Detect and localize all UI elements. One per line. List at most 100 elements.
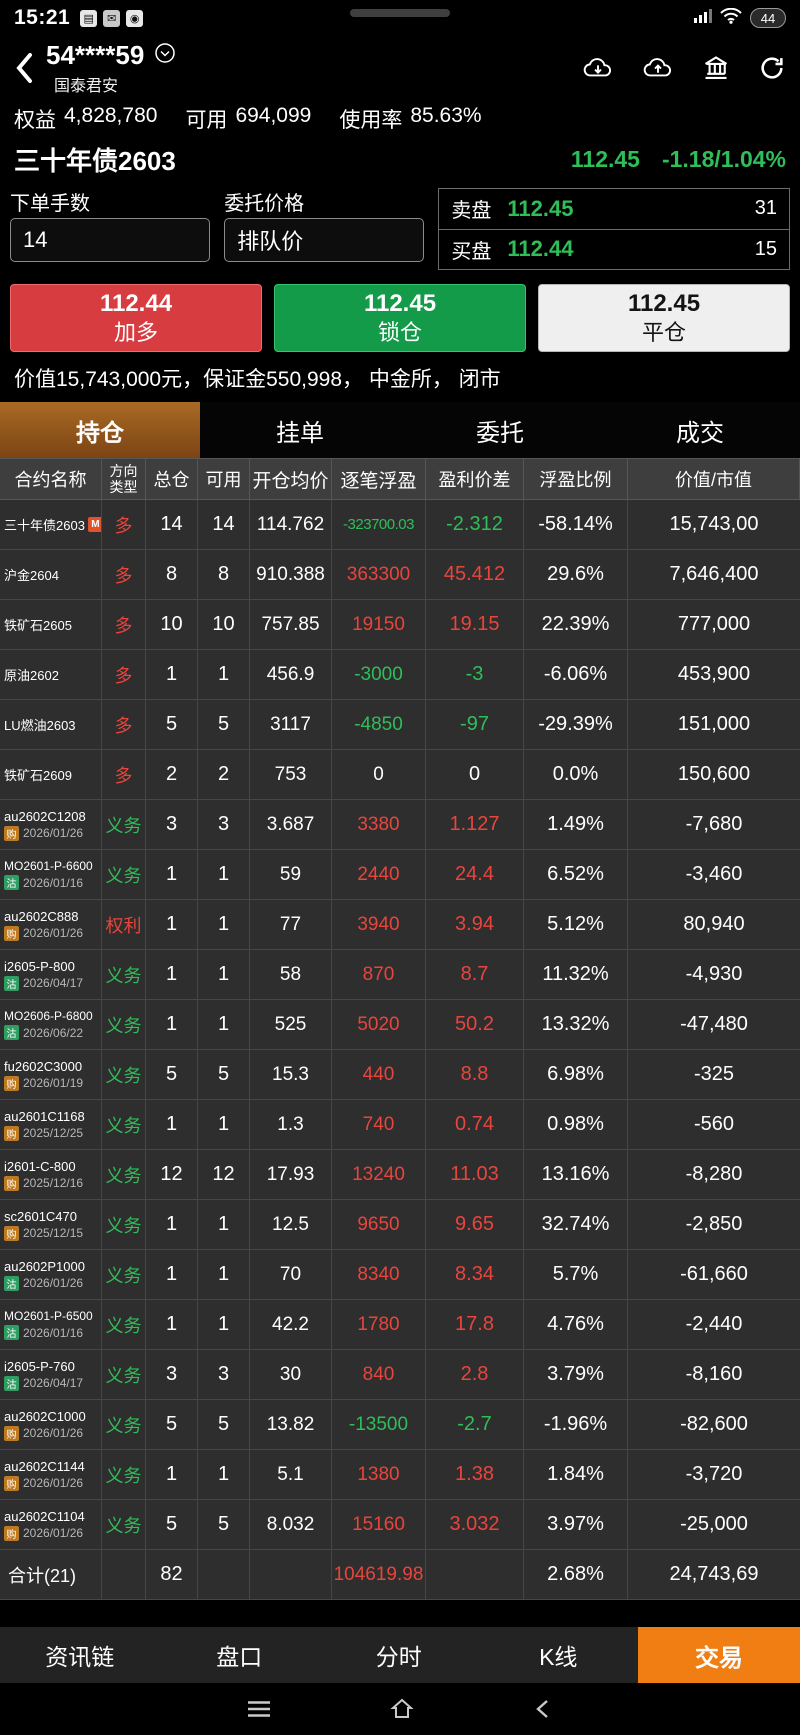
position-row[interactable]: i2601-C-800 购 2025/12/16 义务 12 12 17.93 13240 11… xyxy=(0,1150,800,1200)
market-value: -325 xyxy=(693,1063,735,1085)
available-position: 1 xyxy=(198,1450,250,1499)
direction-type: 多 xyxy=(102,700,146,749)
position-row[interactable]: i2605-P-800 沽 2026/04/17 义务 1 1 58 870 8.7 11.32%… xyxy=(0,950,800,1000)
column-header: 价值/市值 xyxy=(628,459,800,499)
tab-trades[interactable]: 成交 xyxy=(600,402,800,458)
call-option-badge: 购 xyxy=(4,1525,19,1541)
cloud-download-icon[interactable] xyxy=(582,55,614,81)
cloud-sync-icon[interactable] xyxy=(642,55,674,81)
refresh-icon[interactable] xyxy=(758,54,786,82)
position-row[interactable]: au2602P1000 沽 2026/01/26 义务 1 1 70 8340 8.34 5.7%… xyxy=(0,1250,800,1300)
total-position: 1 xyxy=(146,650,198,699)
footer-tab-news[interactable]: 资讯链 xyxy=(45,1644,115,1670)
tab-pending-orders[interactable]: 挂单 xyxy=(200,402,400,458)
open-avg-price: 13.82 xyxy=(250,1400,332,1449)
call-option-badge: 购 xyxy=(4,1075,19,1091)
position-row[interactable]: 沪金2604 多 8 8 910.388 363300 45.412 29.6% 7,646,4… xyxy=(0,550,800,600)
position-row[interactable]: 铁矿石2609 多 2 2 753 0 0 0.0% 150,600 xyxy=(0,750,800,800)
contract-title[interactable]: 三十年债2603 xyxy=(14,145,176,176)
direction-type: 义务 xyxy=(102,1250,146,1299)
open-avg-price: 456.9 xyxy=(250,650,332,699)
contract-name: LU燃油2603 xyxy=(4,718,76,733)
market-value: -82,600 xyxy=(680,1413,748,1435)
back-button[interactable] xyxy=(14,52,34,84)
put-option-badge: 沽 xyxy=(4,1025,19,1040)
contract-name-cell: MO2601-P-6500 沽 2026/01/16 xyxy=(0,1300,102,1349)
contract-name: 铁矿石2605 xyxy=(4,618,72,633)
total-position: 10 xyxy=(146,600,198,649)
floating-pnl: 5020 xyxy=(332,1000,426,1049)
order-price-input[interactable]: 排队价 xyxy=(224,218,425,262)
position-row[interactable]: au2602C1104 购 2026/01/26 义务 5 5 8.032 15160 3.03… xyxy=(0,1500,800,1550)
lock-price: 112.45 xyxy=(363,290,437,318)
available-position: 1 xyxy=(198,650,250,699)
profit-price-diff: 8.8 xyxy=(426,1050,524,1099)
account-dropdown-icon[interactable] xyxy=(154,40,176,71)
footer-tab-kline[interactable]: K线 xyxy=(539,1644,578,1670)
column-header: 开仓均价 xyxy=(250,459,332,499)
back-nav-icon[interactable] xyxy=(532,1698,554,1720)
floating-pnl: 2440 xyxy=(332,850,426,899)
tab-positions[interactable]: 持仓 xyxy=(0,402,200,458)
footer-tab-timeline[interactable]: 分时 xyxy=(375,1644,422,1670)
last-price: 112.45 xyxy=(570,145,640,172)
lock-position-button[interactable]: 112.45 锁仓 xyxy=(274,284,526,352)
available-position xyxy=(198,1550,250,1599)
position-row[interactable]: MO2606-P-6800 沽 2026/06/22 义务 1 1 525 5020 50.2 1… xyxy=(0,1000,800,1050)
total-position: 3 xyxy=(146,800,198,849)
contract-name-cell: LU燃油2603 xyxy=(0,700,102,749)
position-row[interactable]: MO2601-P-6600 沽 2026/01/16 义务 1 1 59 2440 24.4 6.… xyxy=(0,850,800,900)
menu-icon[interactable] xyxy=(246,1699,272,1719)
position-row[interactable]: 铁矿石2605 多 10 10 757.85 19150 19.15 22.39% 777,00… xyxy=(0,600,800,650)
ask-row[interactable]: 卖盘 112.45 31 xyxy=(439,189,789,229)
available-position: 1 xyxy=(198,900,250,949)
contract-name: MO2601-P-6600 xyxy=(4,859,93,873)
market-value: -560 xyxy=(693,1113,735,1135)
calendar-icon: ▤ xyxy=(80,9,98,27)
position-row[interactable]: au2601C1168 购 2025/12/25 义务 1 1 1.3 740 0.74 0.98… xyxy=(0,1100,800,1150)
bank-icon[interactable] xyxy=(702,54,730,82)
position-row[interactable]: au2602C1000 购 2026/01/26 义务 5 5 13.82 -13500 -2.… xyxy=(0,1400,800,1450)
available-position: 1 xyxy=(198,1100,250,1149)
position-row[interactable]: fu2602C3000 购 2026/01/19 义务 5 5 15.3 440 8.8 6.98… xyxy=(0,1050,800,1100)
footer-tab-depth[interactable]: 盘口 xyxy=(216,1644,263,1670)
contract-name: sc2601C470 xyxy=(4,1208,77,1224)
bid-price: 112.44 xyxy=(507,236,574,262)
floating-pnl: -323700.03 xyxy=(332,500,426,549)
contract-name-cell: au2602C888 购 2026/01/26 xyxy=(0,900,102,949)
order-qty-input[interactable]: 14 xyxy=(10,218,211,262)
trade-tab-button[interactable]: 交易 xyxy=(638,1627,800,1683)
profit-price-diff: 45.412 xyxy=(426,550,524,599)
position-row[interactable]: au2602C1208 购 2026/01/26 义务 3 3 3.687 3380 1.127… xyxy=(0,800,800,850)
total-position: 5 xyxy=(146,1050,198,1099)
floating-pnl: 363300 xyxy=(332,550,426,599)
order-book: 卖盘 112.45 31 买盘 112.44 15 xyxy=(438,188,790,270)
contract-name-cell: 铁矿石2609 xyxy=(0,750,102,799)
bid-row[interactable]: 买盘 112.44 15 xyxy=(439,228,789,270)
total-label: 合计(21) xyxy=(0,1550,102,1599)
account-summary: 权益 4,828,780 可用 694,099 使用率 85.63% xyxy=(0,100,800,138)
position-row[interactable]: 原油2602 多 1 1 456.9 -3000 -3 -6.06% 453,900 xyxy=(0,650,800,700)
position-row[interactable]: sc2601C470 购 2025/12/15 义务 1 1 12.5 9650 9.65 32.… xyxy=(0,1200,800,1250)
app-header: 54****59 国泰君安 xyxy=(0,36,800,100)
available-position: 2 xyxy=(198,750,250,799)
contract-name: MO2606-P-6800 xyxy=(4,1009,93,1023)
tab-entrusts[interactable]: 委托 xyxy=(400,402,600,458)
position-row[interactable]: MO2601-P-6500 沽 2026/01/16 义务 1 1 42.2 1780 17.8… xyxy=(0,1300,800,1350)
position-row[interactable]: LU燃油2603 多 5 5 3117 -4850 -97 -29.39% 151,000 xyxy=(0,700,800,750)
floating-pnl: 3940 xyxy=(332,900,426,949)
close-label: 平仓 xyxy=(641,320,686,346)
close-position-button[interactable]: 112.45 平仓 xyxy=(538,284,790,352)
market-value: 453,900 xyxy=(677,663,751,685)
position-row[interactable]: 三十年债2603 M 多 14 14 114.762 -323700.03 -2.312 -58… xyxy=(0,500,800,550)
market-value: 15,743,00 xyxy=(669,513,759,535)
account-block[interactable]: 54****59 国泰君安 xyxy=(46,40,176,96)
home-icon[interactable] xyxy=(390,1697,414,1721)
position-row[interactable]: au2602C888 购 2026/01/26 权利 1 1 77 3940 3.94 5.12%… xyxy=(0,900,800,950)
expiry-date: 2026/01/26 xyxy=(23,826,84,840)
position-row[interactable]: au2602C1144 购 2026/01/26 义务 1 1 5.1 1380 1.38 1.8… xyxy=(0,1450,800,1500)
signal-bars-icon xyxy=(694,8,712,28)
position-row[interactable]: i2605-P-760 沽 2026/04/17 义务 3 3 30 840 2.8 3.79% -… xyxy=(0,1350,800,1400)
buy-more-button[interactable]: 112.44 加多 xyxy=(10,284,262,352)
pnl-ratio: 1.49% xyxy=(524,800,628,849)
